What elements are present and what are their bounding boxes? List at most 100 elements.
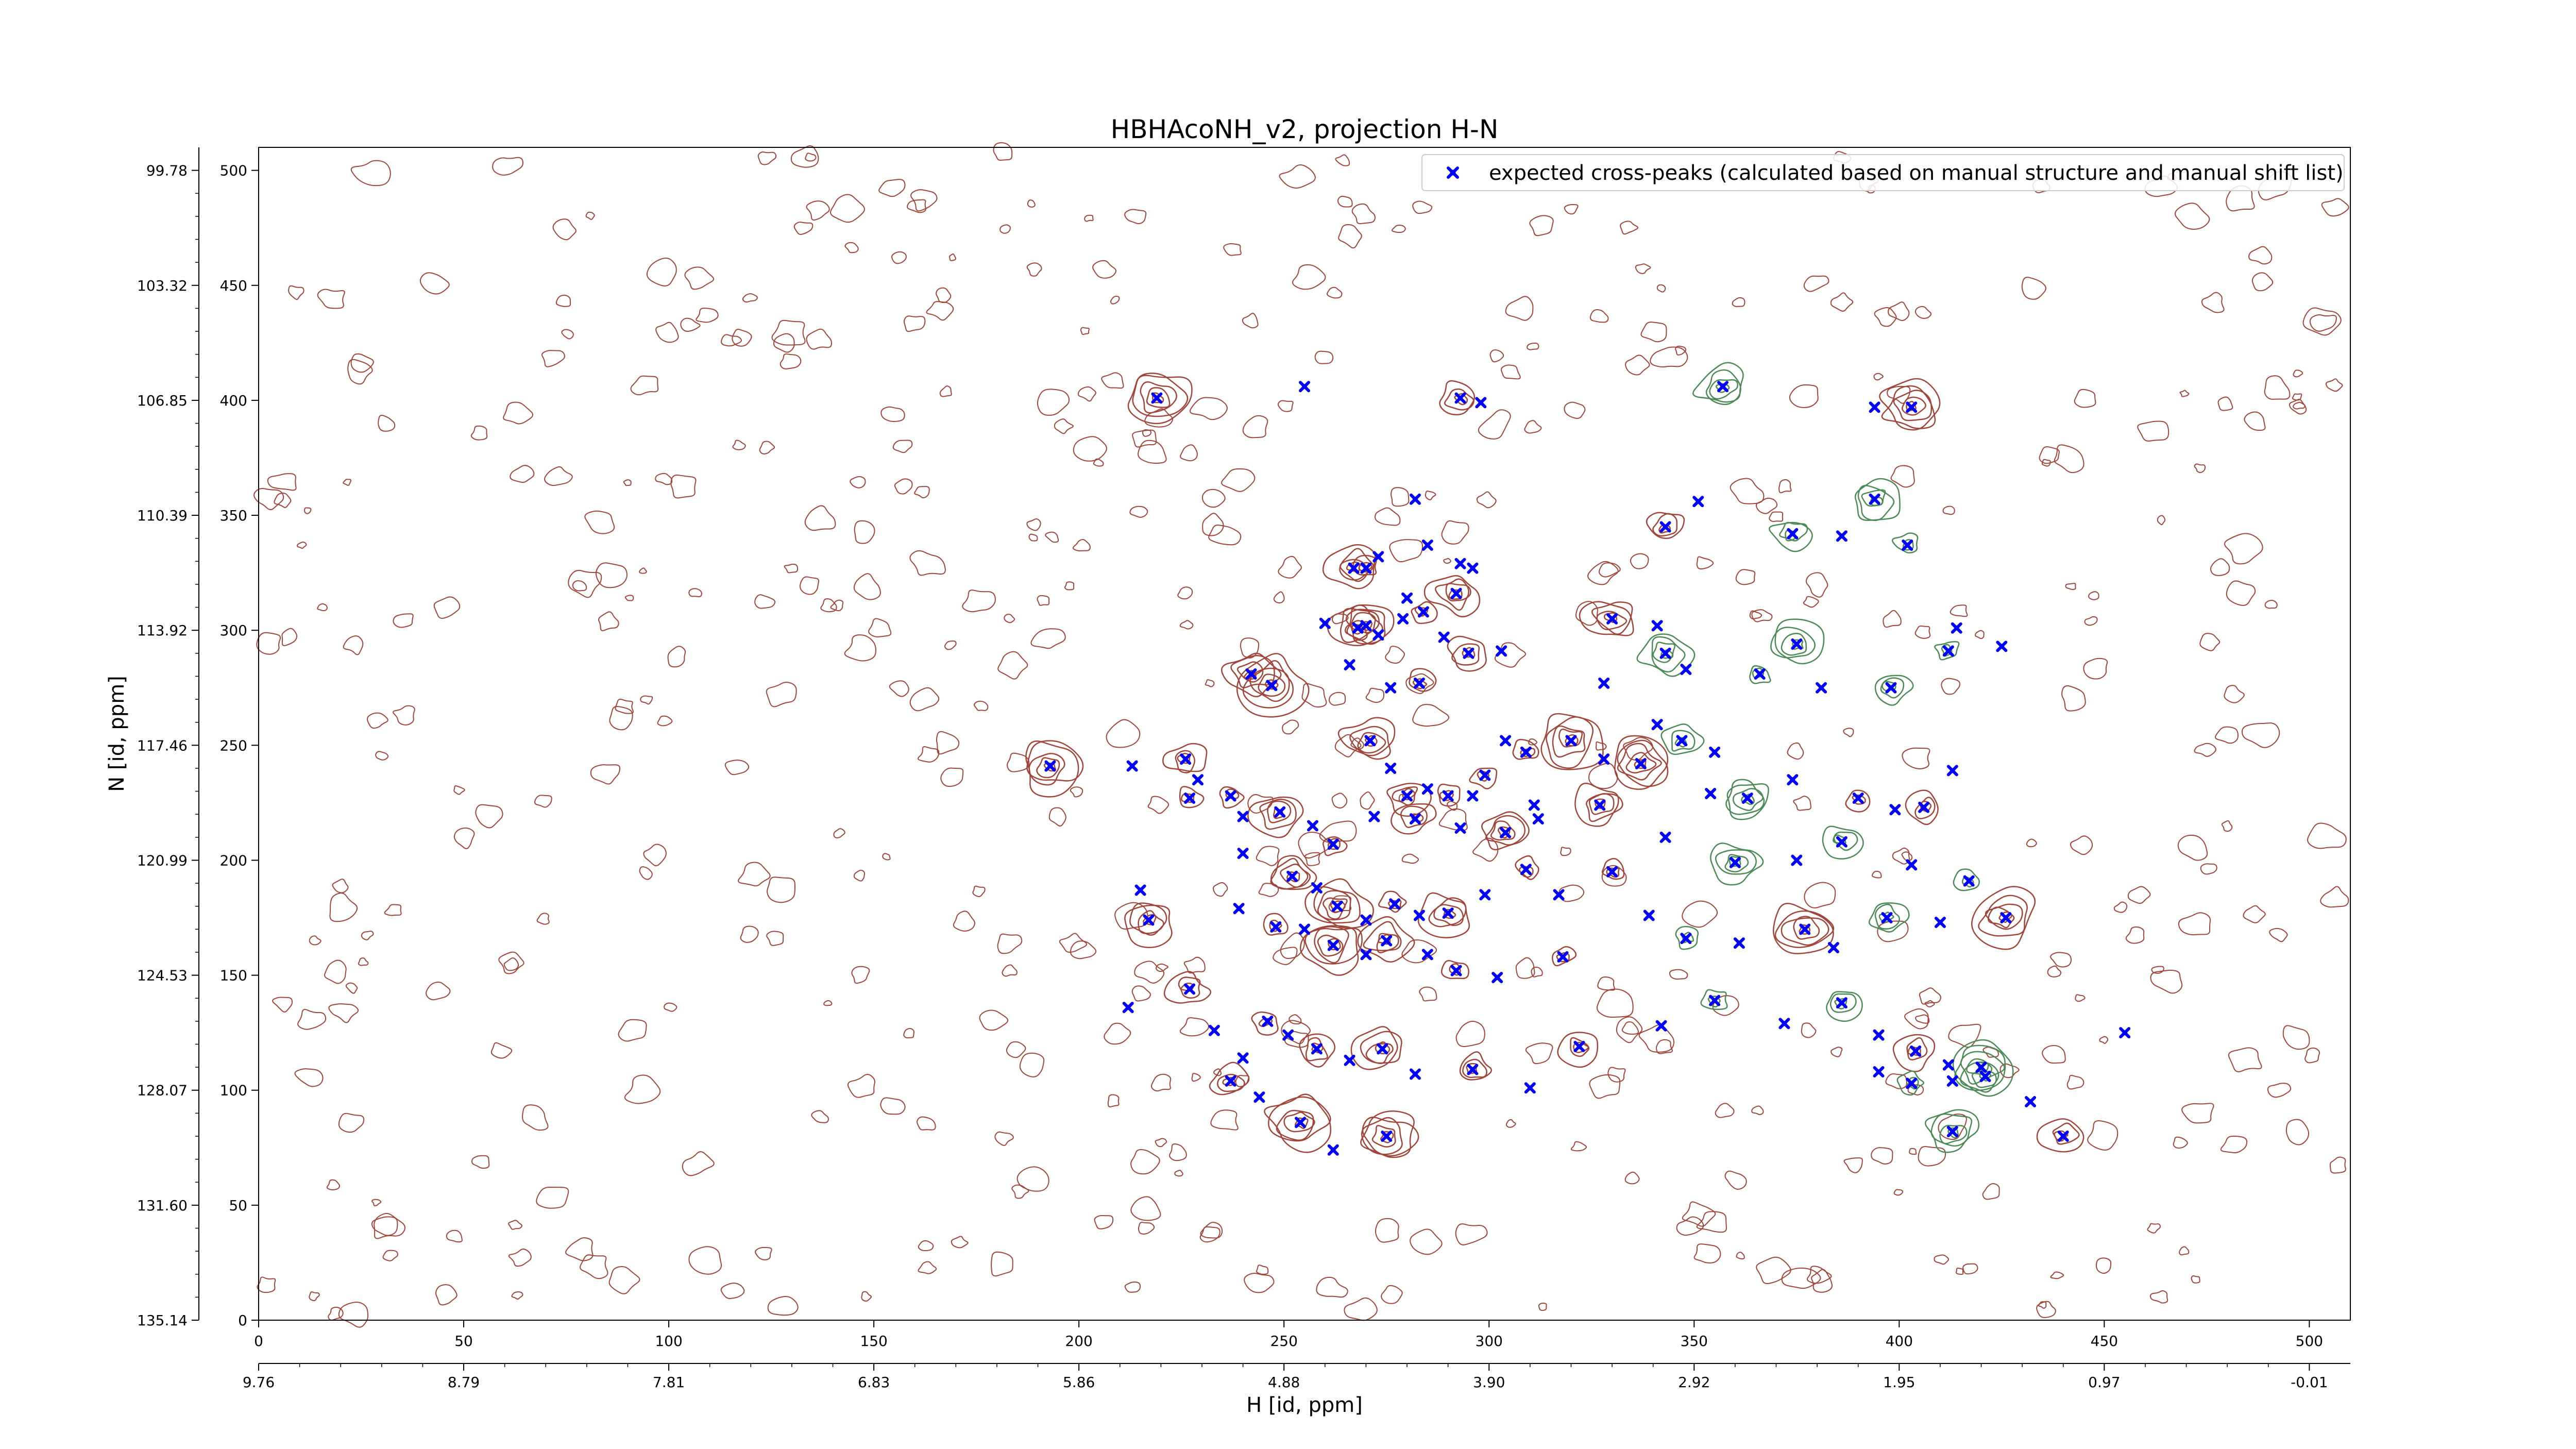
noise-contour: [1472, 837, 1499, 862]
cross-peak-point: [1946, 765, 1958, 777]
cross-peak-point-core: [1872, 405, 1877, 410]
cross-peak-point-core: [1654, 623, 1660, 629]
cross-peak-point: [1180, 753, 1192, 765]
cross-peak-point-core: [1646, 913, 1652, 918]
noise-contour: [2307, 822, 2347, 849]
noise-contour: [793, 222, 814, 235]
noise-contour: [854, 520, 875, 544]
cross-peak-point: [1245, 668, 1257, 680]
y-index-tick-label: 250: [220, 737, 247, 754]
peak-contour: [1625, 752, 1657, 774]
x-ppm-tick-label: 7.81: [653, 1374, 685, 1391]
noise-contour: [1273, 947, 1298, 965]
y-index-tick-label: 500: [220, 162, 247, 179]
noise-contour: [2177, 834, 2208, 861]
noise-contour: [1901, 851, 1913, 862]
cross-peak-point-core: [2060, 1134, 2066, 1139]
noise-contour: [1183, 956, 1206, 974]
noise-contour: [1843, 1157, 1863, 1173]
noise-contour: [994, 1131, 1014, 1146]
peak-contour: [1617, 743, 1662, 781]
cross-peak-point-core: [1855, 796, 1861, 801]
peak-contour: [1344, 620, 1368, 641]
noise-contour: [643, 844, 667, 867]
cross-peak-point-core: [1453, 968, 1459, 973]
spectrum-contours: [253, 142, 2349, 1328]
cross-peak-point-core: [1950, 1079, 1955, 1084]
noise-contour: [833, 828, 845, 838]
noise-contour: [861, 1291, 872, 1302]
noise-contour: [2065, 583, 2076, 590]
peak-contour: [1773, 903, 1834, 954]
noise-contour: [1883, 610, 1902, 628]
peak-contour: [1903, 538, 1914, 551]
noise-contour: [326, 1179, 341, 1191]
noise-contour: [2200, 863, 2217, 875]
cross-peak-point: [1680, 664, 1692, 676]
noise-contour: [1026, 262, 1042, 277]
noise-contour: [2095, 1257, 2112, 1274]
noise-contour: [1890, 465, 1915, 488]
noise-contour: [304, 507, 312, 514]
noise-contour: [2221, 820, 2233, 832]
peak-contour: [1314, 926, 1349, 964]
cross-peak-point: [1741, 792, 1753, 804]
noise-contour: [1080, 327, 1090, 335]
peak-contour: [1770, 627, 1816, 659]
noise-contour: [358, 957, 369, 966]
noise-contour: [755, 1246, 772, 1260]
peak-contour: [1435, 578, 1469, 611]
noise-contour: [1205, 679, 1215, 687]
noise-contour: [274, 493, 292, 508]
cross-peak-point: [1606, 866, 1618, 878]
noise-contour: [1374, 507, 1401, 526]
noise-contour: [657, 715, 673, 727]
noise-contour: [2039, 446, 2060, 464]
x-ppm-tick-label: 3.90: [1473, 1374, 1505, 1391]
peak-contour: [1304, 928, 1363, 965]
noise-contour: [1301, 683, 1327, 708]
cross-peak-point-core: [1417, 681, 1422, 686]
cross-peak-point: [1963, 875, 1975, 887]
noise-contour: [1570, 1141, 1587, 1152]
noise-contour: [1350, 737, 1364, 750]
cross-peak-point-core: [1556, 892, 1562, 898]
noise-contour: [1587, 561, 1619, 585]
noise-contour: [1337, 195, 1353, 208]
noise-contour: [1064, 581, 1075, 591]
cross-peak-point-core: [1679, 738, 1685, 744]
x-ppm-tick-label: 6.83: [858, 1374, 890, 1391]
cross-peak-point-core: [1212, 1027, 1217, 1033]
peak-contour: [1971, 886, 2036, 950]
noise-contour: [1131, 985, 1151, 1002]
noise-contour: [851, 966, 870, 984]
noise-contour: [2251, 272, 2274, 292]
noise-contour: [426, 982, 451, 1001]
cross-peak-point: [1873, 1066, 1885, 1078]
cross-peak-point: [1401, 790, 1413, 802]
noise-contour: [766, 931, 784, 946]
peak-contour: [1732, 788, 1764, 811]
noise-contour: [2041, 459, 2051, 467]
cross-peak-point: [1520, 864, 1532, 875]
noise-contour: [882, 853, 891, 861]
noise-contour: [903, 315, 926, 332]
noise-contour: [1656, 284, 1666, 293]
noise-contour: [1155, 963, 1168, 972]
peak-contour: [1952, 1039, 2014, 1097]
noise-contour: [1147, 796, 1170, 814]
noise-contour: [1447, 801, 1458, 811]
noise-contour: [1478, 409, 1511, 440]
peak-contour: [1129, 902, 1167, 936]
noise-contour: [580, 1254, 608, 1279]
noise-contour: [1277, 400, 1294, 412]
peak-contour: [1874, 675, 1914, 706]
noise-contour: [974, 700, 989, 711]
noise-contour: [830, 194, 865, 223]
noise-contour: [1070, 940, 1097, 959]
y-ppm-tick-label: 128.07: [137, 1082, 188, 1099]
cross-peak-point: [1368, 811, 1380, 822]
peak-contour: [1822, 825, 1864, 860]
noise-contour: [767, 877, 796, 903]
cross-peak-point-core: [1146, 917, 1151, 923]
